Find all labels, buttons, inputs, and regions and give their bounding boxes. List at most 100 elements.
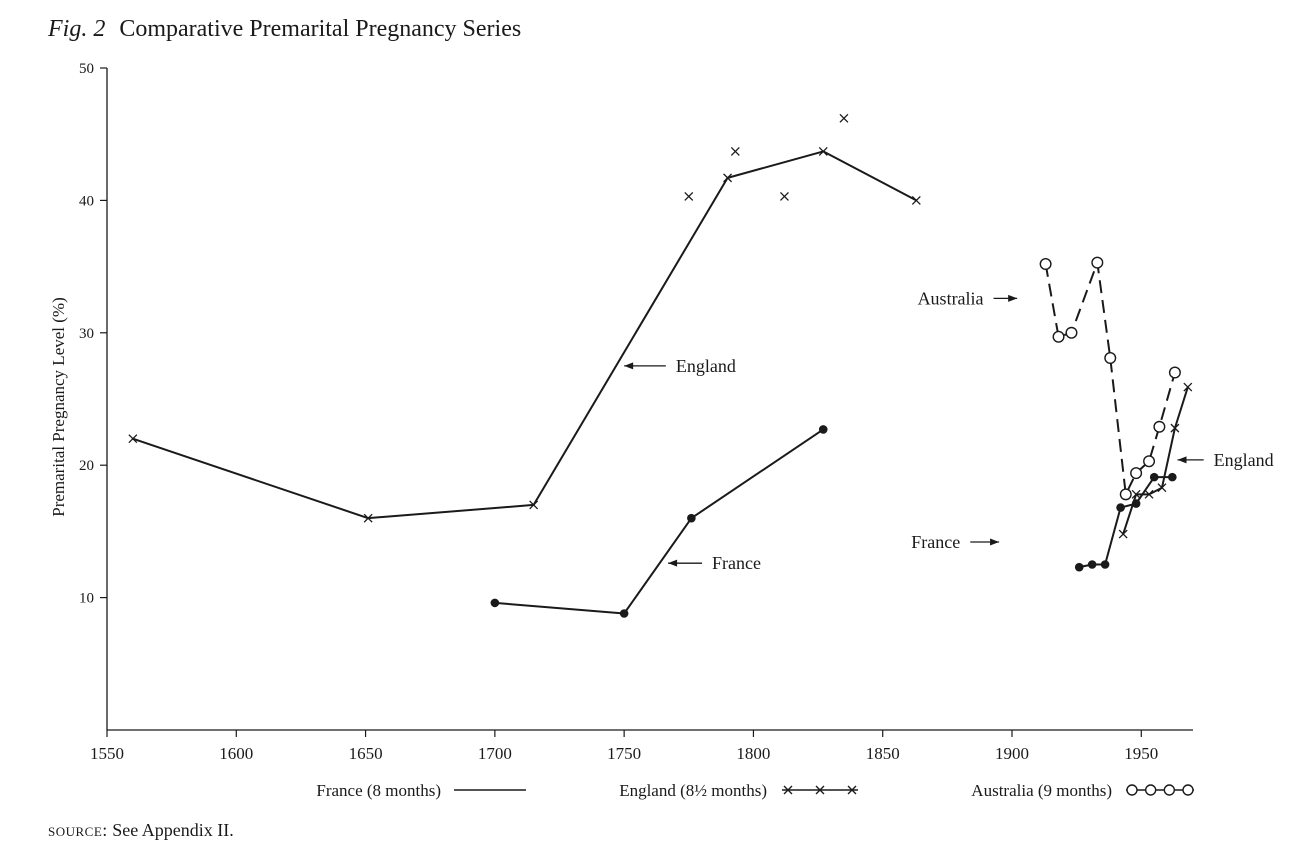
annotation-ann_england_2: England xyxy=(1177,450,1274,470)
point-australia-8 xyxy=(1153,420,1166,433)
point-england_modern-2 xyxy=(1144,489,1154,499)
series-line-england_modern xyxy=(1122,386,1189,535)
y-tick-label-10: 10 xyxy=(79,591,94,607)
point-australia-3 xyxy=(1091,256,1104,269)
x-tick-label-1650: 1650 xyxy=(349,744,383,763)
legend-swatch-mark-2-3 xyxy=(1182,784,1194,796)
point-france_early-1 xyxy=(619,609,629,618)
chart-legend: France (8 months) England (8½ months) Aust… xyxy=(316,781,1194,800)
point-england_early-1 xyxy=(363,513,373,523)
point-england_early-3 xyxy=(723,173,733,183)
point-england_early-2 xyxy=(529,500,539,510)
point-england_early_scatter-3 xyxy=(839,113,849,123)
point-england_early-0 xyxy=(128,434,138,444)
point-australia-5 xyxy=(1119,488,1132,501)
annotation-arrowhead-ann_england_2 xyxy=(1177,456,1187,464)
x-tick-label-1750: 1750 xyxy=(607,744,641,763)
point-england_early-5 xyxy=(911,195,921,205)
legend-label-0: France (8 months) xyxy=(316,781,441,800)
point-england_early_scatter-0 xyxy=(684,191,694,201)
x-tick-label-1700: 1700 xyxy=(478,744,512,763)
legend-swatch-mark-2-2 xyxy=(1163,784,1176,796)
x-tick-label-1550: 1550 xyxy=(90,744,124,763)
figure-title: Comparative Premarital Pregnancy Series xyxy=(119,16,522,42)
series-england_modern xyxy=(1118,382,1193,539)
point-france_modern-6 xyxy=(1168,472,1177,482)
series-australia xyxy=(1039,256,1181,501)
point-australia-1 xyxy=(1052,330,1065,343)
annotation-label-ann_england_2: England xyxy=(1214,450,1274,470)
series-france_early xyxy=(490,425,828,618)
annotation-label-ann_australia: Australia xyxy=(918,288,984,308)
point-england_modern-1 xyxy=(1131,489,1141,499)
point-england_modern-0 xyxy=(1118,529,1128,539)
x-tick-label-1850: 1850 xyxy=(866,744,900,763)
annotation-label-ann_england_1: England xyxy=(676,356,736,376)
x-tick-label-1800: 1800 xyxy=(736,744,770,763)
annotation-arrowhead-ann_france_1 xyxy=(668,559,678,567)
source-text: See Appendix II. xyxy=(112,820,234,840)
chart-axes: 10 20 30 40 50 1550 1600 1650 1700 1750 1800 1850 19… xyxy=(49,61,1193,763)
source-label: source: xyxy=(48,820,108,840)
figure-label: Fig. 2 xyxy=(48,16,106,42)
point-france_early-3 xyxy=(818,425,828,434)
point-australia-4 xyxy=(1104,351,1117,364)
point-france_early-0 xyxy=(490,598,500,608)
annotation-arrowhead-ann_australia xyxy=(1008,294,1018,302)
legend-label-1: England (8½ months) xyxy=(619,781,767,800)
series-line-france_early xyxy=(494,428,824,615)
x-tick-label-1600: 1600 xyxy=(219,744,253,763)
point-england_early_scatter-1 xyxy=(730,146,740,156)
annotation-ann_australia: Australia xyxy=(918,288,1018,308)
y-tick-label-50: 50 xyxy=(79,61,94,77)
y-tick-label-20: 20 xyxy=(79,458,94,474)
annotation-label-ann_france_1: France xyxy=(712,553,761,573)
point-australia-2 xyxy=(1065,326,1078,339)
y-tick-label-40: 40 xyxy=(79,193,94,209)
legend-swatch-mark-1-2 xyxy=(847,785,857,795)
legend-swatch-mark-2-0 xyxy=(1126,784,1138,796)
point-england_modern-4 xyxy=(1170,423,1180,433)
point-australia-0 xyxy=(1039,257,1052,270)
legend-swatch-mark-2-1 xyxy=(1144,784,1157,796)
point-france_modern-2 xyxy=(1100,560,1110,569)
x-tick-label-1900: 1900 xyxy=(995,744,1029,763)
legend-label-2: Australia (9 months) xyxy=(971,781,1112,800)
series-england_early_scatter xyxy=(684,113,849,201)
point-england_modern-3 xyxy=(1157,483,1167,493)
point-france_modern-3 xyxy=(1116,503,1125,512)
annotation-label-ann_france_2: France xyxy=(911,532,960,552)
point-australia-9 xyxy=(1168,366,1181,379)
legend-item-0: France (8 months) xyxy=(316,781,526,800)
chart-series xyxy=(128,113,1193,618)
point-england_early-4 xyxy=(818,146,828,156)
series-line-england_early xyxy=(132,150,917,520)
point-australia-7 xyxy=(1143,455,1156,468)
series-france_modern xyxy=(1074,472,1177,572)
point-england_modern-5 xyxy=(1183,382,1193,392)
figure-title-block: Fig. 2 Comparative Premarital Pregnancy S… xyxy=(48,16,521,43)
y-axis-label: Premarital Pregnancy Level (%) xyxy=(49,297,68,517)
point-australia-6 xyxy=(1130,467,1143,480)
annotation-ann_france_1: France xyxy=(668,553,761,573)
series-england_early xyxy=(128,146,921,523)
series-line-australia xyxy=(1044,261,1176,496)
annotation-ann_france_2: France xyxy=(911,532,1000,552)
legend-item-2: Australia (9 months) xyxy=(971,781,1194,800)
y-tick-label-30: 30 xyxy=(79,326,94,342)
annotation-arrowhead-ann_england_1 xyxy=(624,362,634,370)
point-france_early-2 xyxy=(687,513,696,523)
source-note: source: See Appendix II. xyxy=(48,820,234,841)
annotation-ann_england_1: England xyxy=(624,356,736,376)
legend-item-1: England (8½ months) xyxy=(619,781,858,800)
x-tick-label-1950: 1950 xyxy=(1124,744,1158,763)
point-france_modern-5 xyxy=(1149,472,1159,482)
point-france_modern-0 xyxy=(1074,562,1084,572)
point-france_modern-1 xyxy=(1087,560,1097,569)
chart-annotations: England France Australia England France xyxy=(624,288,1274,573)
point-england_early_scatter-2 xyxy=(779,191,789,201)
legend-swatch-mark-1-0 xyxy=(783,785,793,795)
annotation-arrowhead-ann_france_2 xyxy=(990,538,1000,546)
legend-swatch-mark-1-1 xyxy=(815,785,825,795)
